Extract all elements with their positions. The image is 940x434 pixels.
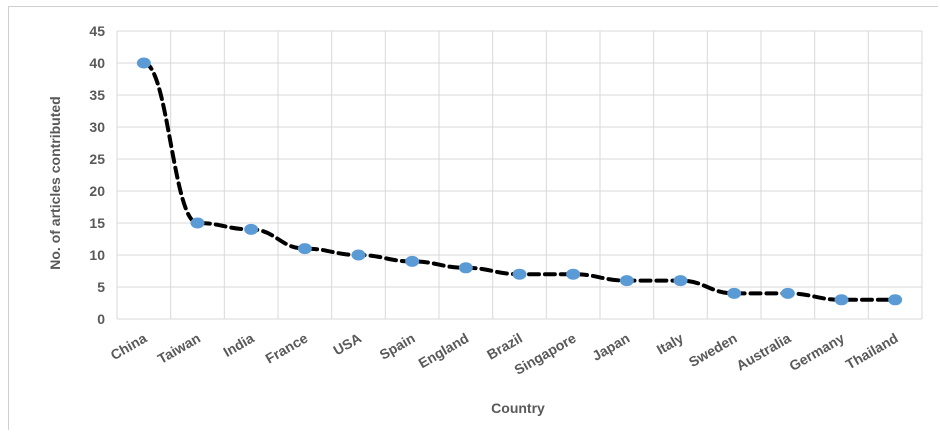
data-point [297,243,312,255]
x-tick-label: Spain [377,330,418,363]
series-layer [136,57,903,306]
x-tick-label: Italy [654,330,686,358]
x-tick-label: Japan [589,330,632,364]
series-line [141,61,898,302]
data-point [190,217,205,229]
x-tick-label: China [108,330,150,363]
gridlines [116,30,923,320]
y-tick-label: 25 [89,151,105,167]
data-point [136,57,151,69]
x-tick-label: France [263,330,311,367]
x-tick-label: USA [330,330,364,359]
data-point [566,268,581,280]
y-axis-title: No. of articles contributed [47,96,63,269]
y-tick-label: 5 [97,279,105,295]
chart-frame [8,6,938,430]
data-point [512,268,527,280]
data-point [405,255,420,267]
data-point [727,287,742,299]
data-point [458,262,473,274]
y-tick-label: 0 [97,311,105,327]
x-tick-label: Brazil [484,330,525,363]
x-tick-label: England [415,330,471,371]
y-tick-label: 10 [89,247,105,263]
y-tick-label: 45 [89,23,105,39]
data-point [244,223,259,235]
x-tick-label: Sweden [686,330,740,370]
data-point [888,294,903,306]
x-tick-label: Singapore [511,330,578,378]
x-tick-label: Australia [733,330,793,374]
x-axis-title: Country [491,400,545,416]
data-point [834,294,849,306]
y-tick-label: 15 [89,215,105,231]
y-tick-label: 20 [89,183,105,199]
y-axis-ticks: 0 5 10 15 20 25 30 35 40 45 [89,23,105,327]
x-tick-label: Taiwan [155,330,203,367]
x-tick-label: Thailand [843,330,901,373]
data-point [351,249,366,261]
data-point [619,275,634,287]
x-tick-label: India [220,330,256,360]
y-tick-label: 30 [89,119,105,135]
y-tick-label: 40 [89,55,105,71]
x-tick-label: Germany [786,330,847,374]
y-tick-label: 35 [89,87,105,103]
data-point [673,275,688,287]
data-point [780,287,795,299]
